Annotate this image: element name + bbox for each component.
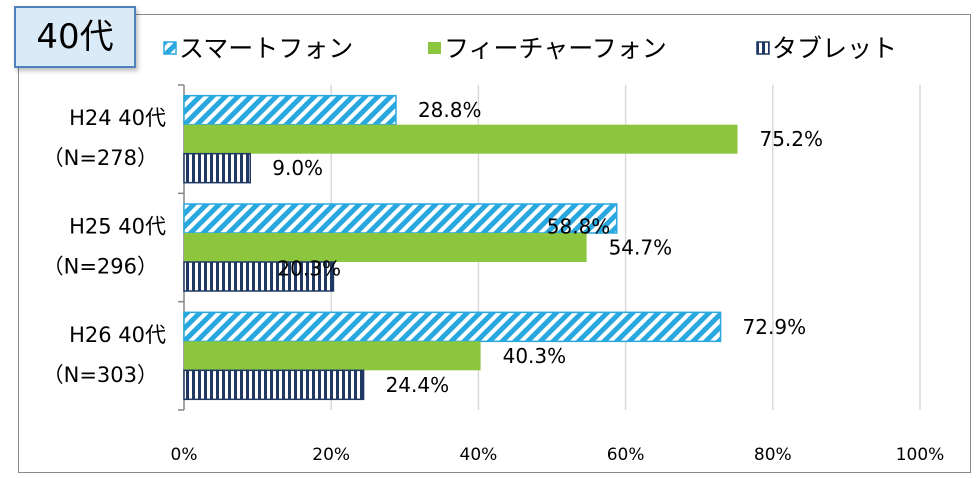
data-label: 72.9% xyxy=(743,315,807,339)
category-sublabel: （N=303） xyxy=(43,363,158,387)
legend-label: スマートフォン xyxy=(179,34,353,63)
bar xyxy=(183,311,722,343)
category-sublabel: （N=278） xyxy=(43,146,158,170)
x-tick-label: 0% xyxy=(171,445,198,465)
bar xyxy=(183,369,365,401)
bar xyxy=(184,341,481,371)
data-label: 20.3% xyxy=(277,257,341,281)
data-label: 75.2% xyxy=(759,127,823,151)
bar xyxy=(184,233,587,262)
data-label: 58.8% xyxy=(547,215,611,239)
x-tick-label: 80% xyxy=(754,445,792,465)
legend-label: タブレット xyxy=(772,34,897,63)
data-label: 24.4% xyxy=(386,373,450,397)
category-label: H26 40代 xyxy=(69,323,166,347)
age-group-badge: 40代 xyxy=(14,6,136,68)
data-label: 40.3% xyxy=(503,344,567,368)
x-tick-label: 20% xyxy=(312,445,350,465)
legend-swatch xyxy=(163,41,177,55)
category-sublabel: （N=296） xyxy=(43,255,158,279)
x-tick-label: 40% xyxy=(460,445,498,465)
data-label: 54.7% xyxy=(609,236,673,260)
bar xyxy=(183,203,618,234)
category-label: H25 40代 xyxy=(69,215,166,239)
legend-label: フィーチャーフォン xyxy=(444,34,667,63)
x-tick-label: 60% xyxy=(607,445,645,465)
x-tick-label: 100% xyxy=(896,445,945,465)
data-label: 28.8% xyxy=(418,98,482,122)
age-group-badge-label: 40代 xyxy=(36,17,114,57)
bar xyxy=(183,152,251,184)
bar xyxy=(184,124,738,154)
bar xyxy=(183,261,335,292)
legend-swatch xyxy=(428,42,441,54)
legend-swatch xyxy=(756,41,770,55)
category-label: H24 40代 xyxy=(69,106,166,130)
data-label: 9.0% xyxy=(272,156,323,180)
bar xyxy=(183,94,397,126)
